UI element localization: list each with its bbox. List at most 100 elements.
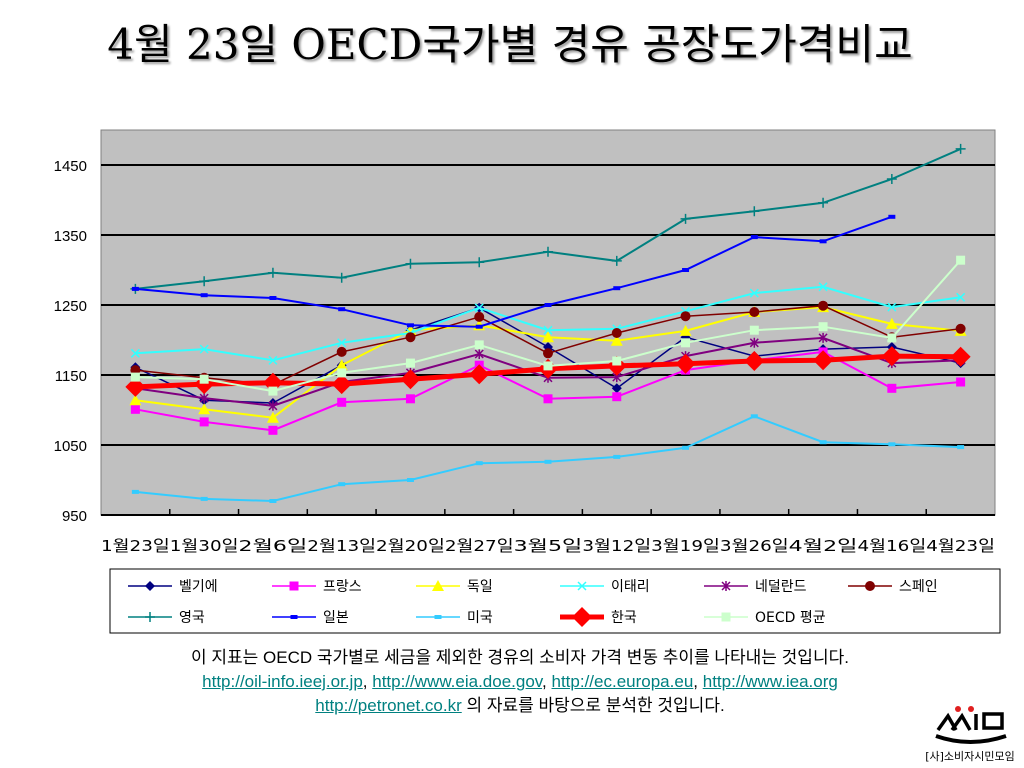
data-point: [337, 397, 347, 407]
data-point: [199, 417, 209, 427]
data-point: [749, 307, 760, 317]
legend-label: 벨기에: [179, 579, 218, 595]
data-point: [474, 303, 484, 313]
data-point: [957, 445, 965, 450]
data-point: [200, 293, 208, 298]
data-point: [680, 213, 691, 224]
legend-label: 네덜란드: [755, 579, 807, 595]
data-point: [613, 286, 621, 291]
data-point: [956, 255, 966, 265]
data-point: [474, 349, 484, 359]
series-7: [131, 214, 896, 329]
x-tick-label: 2월6일: [239, 537, 308, 555]
legend-label: 일본: [323, 610, 349, 626]
data-point: [750, 235, 758, 240]
data-point: [266, 411, 279, 423]
legend-swatch-marker: [577, 581, 587, 591]
data-point: [682, 445, 690, 450]
data-point: [679, 324, 692, 336]
data-point: [750, 414, 758, 419]
legend-swatch-marker: [721, 612, 731, 622]
y-tick-label: 1150: [55, 368, 87, 385]
source-link-eia[interactable]: http://www.eia.doe.gov: [372, 672, 543, 691]
data-point: [131, 286, 139, 291]
data-point: [336, 272, 347, 283]
data-point: [199, 393, 209, 404]
source-link-europa[interactable]: http://ec.europa.eu: [551, 672, 694, 691]
data-point: [887, 333, 897, 343]
data-point: [749, 337, 759, 348]
data-point: [269, 499, 277, 503]
source-link-ieej[interactable]: http://oil-info.ieej.or.jp: [202, 672, 363, 691]
data-point: [338, 307, 346, 312]
legend-swatch-marker: [721, 581, 731, 591]
data-point: [405, 358, 415, 368]
data-point: [888, 214, 896, 219]
page-title: 4월 23일 OECD국가별 경유 공장도가격비교: [107, 20, 913, 69]
data-point: [749, 325, 759, 335]
data-point: [543, 361, 553, 371]
data-point: [543, 394, 553, 404]
legend-swatch-marker: [572, 607, 592, 627]
source-link-petronet[interactable]: http://petronet.co.kr: [315, 696, 462, 715]
data-point: [818, 332, 828, 343]
data-point: [613, 454, 621, 459]
data-point: [331, 374, 352, 395]
data-point: [198, 403, 211, 415]
data-point: [337, 368, 347, 378]
data-point: [130, 348, 140, 358]
data-point: [885, 317, 898, 329]
legend-label: 이태리: [611, 579, 650, 595]
x-tick-label: 2월20일: [376, 537, 445, 555]
data-point: [813, 350, 834, 371]
data-point: [543, 348, 553, 359]
data-point: [887, 302, 897, 312]
legend-item: OECD 평균: [704, 610, 826, 626]
data-point: [956, 292, 966, 302]
logo-subtext: [사]소비자시민모임: [925, 750, 1015, 763]
data-point: [262, 372, 283, 393]
legend-item: 프랑스: [272, 579, 362, 595]
data-point: [819, 239, 827, 244]
note-description: 이 지표는 OECD 국가별로 세금을 제외한 경유의 소비자 가격 변동 추이…: [191, 648, 849, 667]
data-point: [955, 323, 966, 334]
legend-item: 벨기에: [128, 579, 218, 595]
data-point: [887, 383, 897, 393]
legend-swatch-marker: [145, 612, 155, 622]
data-point: [611, 328, 622, 338]
note-suffix: 의 자료를 바탕으로 분석한 것입니다.: [461, 696, 725, 715]
legend-label: 프랑스: [323, 579, 362, 595]
data-point: [475, 461, 483, 466]
x-tick-label: 3월12일: [582, 537, 651, 555]
data-point: [335, 359, 348, 371]
data-point: [474, 311, 485, 322]
series-line: [135, 215, 893, 328]
x-tick-label: 2월13일: [307, 537, 376, 555]
data-point: [818, 282, 828, 292]
x-tick-label: 3월19일: [651, 537, 720, 555]
data-point: [681, 338, 691, 348]
legend-item: 미국: [416, 610, 493, 626]
data-point: [888, 442, 896, 447]
y-tick-label: 1050: [54, 438, 87, 455]
x-tick-label: 1월30일: [170, 537, 239, 555]
x-tick-label: 3월26일: [720, 537, 789, 555]
legend-item: 한국: [560, 607, 637, 627]
series-8: [131, 414, 965, 503]
data-point: [675, 353, 696, 374]
source-note: 이 지표는 OECD 국가별로 세금을 제외한 경유의 소비자 가격 변동 추이…: [60, 646, 980, 718]
consumer-org-logo: [사]소비자시민모임: [925, 706, 1015, 763]
data-point: [611, 255, 622, 266]
legend-swatch-marker: [432, 580, 444, 591]
data-point: [400, 369, 421, 390]
source-link-iea[interactable]: http://www.iea.org: [702, 672, 838, 691]
data-point: [474, 257, 485, 268]
data-point: [886, 174, 897, 184]
data-point: [818, 300, 829, 311]
legend-item: 네덜란드: [704, 579, 807, 595]
y-tick-label: 1350: [54, 228, 87, 245]
data-point: [405, 258, 416, 269]
data-point: [268, 355, 278, 365]
x-tick-label: 4월16일: [857, 537, 926, 555]
legend-item: 일본: [272, 610, 349, 626]
